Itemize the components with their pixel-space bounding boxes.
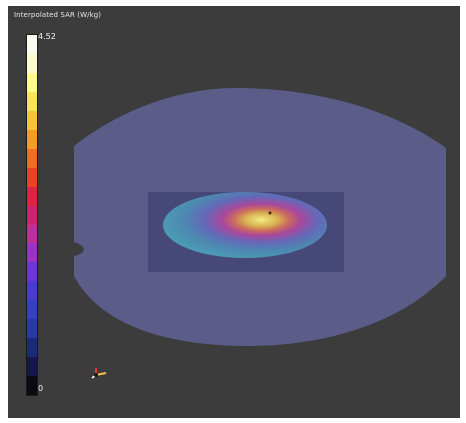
legend-max-label: 4.52 <box>38 32 56 41</box>
colorbar-segment <box>27 357 37 377</box>
colorbar-segment <box>27 110 37 130</box>
xyz-orientation-axes-icon <box>91 368 107 379</box>
color-scale-bar <box>26 34 38 396</box>
sar-plot <box>74 88 446 379</box>
peak-marker <box>268 211 272 215</box>
colorbar-segment <box>27 262 37 282</box>
colorbar-segment <box>27 243 37 263</box>
colorbar-segment <box>27 281 37 301</box>
colorbar-segment <box>27 186 37 206</box>
legend-title: Interpolated SAR (W/kg) <box>14 11 102 19</box>
sar-hotspot <box>163 192 327 258</box>
colorbar-segment <box>27 167 37 187</box>
colorbar-segment <box>27 300 37 320</box>
colorbar-segment <box>27 53 37 73</box>
colorbar-segment <box>27 35 37 54</box>
colorbar-segment <box>27 376 37 396</box>
colorbar-segment <box>27 319 37 339</box>
colorbar-segment <box>27 338 37 358</box>
colorbar-segment <box>27 148 37 168</box>
colorbar-segment <box>27 91 37 111</box>
colorbar-segment <box>27 205 37 225</box>
sar-viewport[interactable]: Interpolated SAR (W/kg) 4.52 0 <box>8 6 460 418</box>
colorbar-segment <box>27 129 37 149</box>
colorbar-segment <box>27 224 37 244</box>
colorbar-segment <box>27 72 37 92</box>
legend-min-label: 0 <box>38 384 44 393</box>
